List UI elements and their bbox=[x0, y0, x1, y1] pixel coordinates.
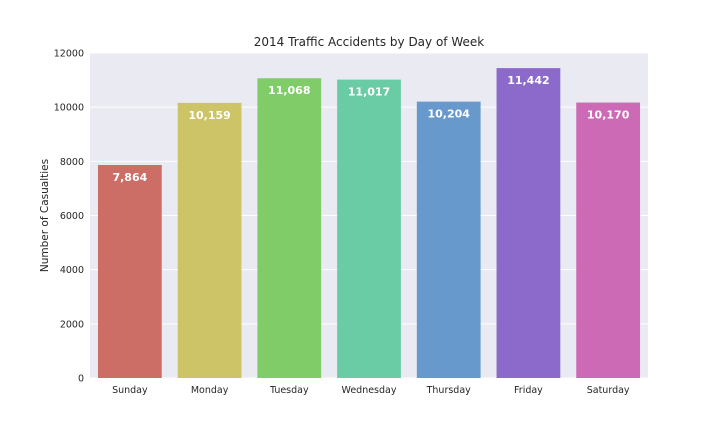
x-tick-label: Tuesday bbox=[269, 385, 309, 396]
chart-title: 2014 Traffic Accidents by Day of Week bbox=[254, 35, 484, 49]
bars: 7,864 10,159 11,068 11,017 10,204 11,442 10,17… bbox=[97, 68, 641, 379]
y-tick-label: 12000 bbox=[54, 49, 84, 60]
bar-wednesday bbox=[337, 79, 401, 378]
bar-tuesday bbox=[257, 78, 322, 378]
x-tick-label: Saturday bbox=[587, 385, 630, 396]
y-tick-label: 4000 bbox=[60, 265, 84, 276]
bar-monday bbox=[177, 102, 242, 379]
y-tick-label: 0 bbox=[78, 374, 84, 385]
bar-value-label: 11,017 bbox=[348, 86, 390, 99]
bar-value-label: 11,068 bbox=[268, 84, 310, 97]
y-axis-ticks: 0 2000 4000 6000 8000 10000 12000 bbox=[54, 49, 84, 385]
x-axis-ticks: Sunday Monday Tuesday Wednesday Thursday Frid… bbox=[112, 385, 630, 396]
bar-value-label: 10,170 bbox=[587, 109, 630, 122]
bar-value-label: 7,864 bbox=[112, 171, 147, 184]
bar-sunday bbox=[97, 165, 162, 378]
x-tick-label: Sunday bbox=[112, 385, 148, 396]
bar-value-label: 11,442 bbox=[507, 74, 549, 87]
x-tick-label: Wednesday bbox=[341, 385, 396, 396]
bar-value-label: 10,159 bbox=[188, 109, 230, 122]
y-axis-label: Number of Casualties bbox=[39, 159, 51, 272]
bar-thursday bbox=[416, 101, 481, 379]
y-tick-label: 6000 bbox=[60, 211, 84, 222]
x-tick-label: Monday bbox=[191, 385, 229, 396]
x-tick-label: Friday bbox=[514, 385, 543, 396]
bar-saturday bbox=[576, 102, 641, 378]
y-tick-label: 2000 bbox=[60, 319, 84, 330]
x-tick-label: Thursday bbox=[426, 385, 472, 396]
y-tick-label: 8000 bbox=[60, 157, 84, 168]
bar-value-label: 10,204 bbox=[427, 108, 470, 121]
bar-friday bbox=[496, 68, 561, 379]
y-tick-label: 10000 bbox=[54, 103, 84, 114]
